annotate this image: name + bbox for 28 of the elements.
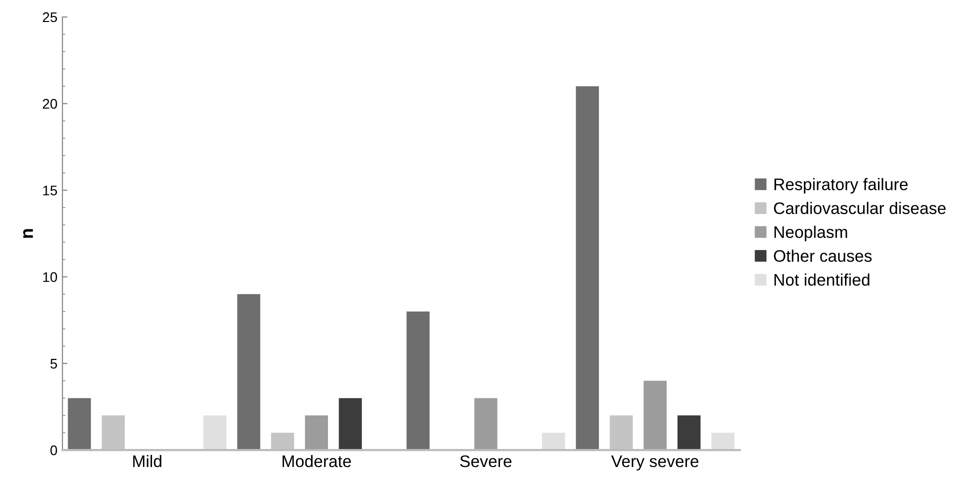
legend-label: Respiratory failure	[774, 178, 908, 194]
x-tick-label: Very severe	[611, 456, 698, 470]
bar	[711, 432, 734, 450]
legend-label: Other causes	[774, 250, 872, 262]
bar	[304, 415, 328, 450]
y-axis-title: n	[23, 229, 33, 238]
legend-label: Not identified	[774, 274, 870, 286]
bar	[203, 415, 226, 450]
y-tick-label: 5	[50, 358, 58, 369]
bar	[644, 380, 667, 450]
y-tick-label: 10	[43, 272, 58, 282]
bar	[237, 294, 260, 450]
bar	[474, 398, 498, 450]
bar	[677, 415, 701, 450]
bar	[406, 311, 430, 450]
y-tick-label: 15	[43, 186, 58, 196]
x-tick-label: Severe	[460, 455, 512, 468]
x-tick-label: Moderate	[282, 454, 351, 468]
bar	[338, 398, 362, 450]
legend-label: Cardiovascular disease	[774, 202, 946, 214]
x-tick-label: Mild	[133, 454, 162, 468]
y-tick-label: 25	[42, 12, 58, 22]
y-tick-label: 20	[42, 98, 58, 109]
bar	[542, 432, 566, 450]
legend-label: Neoplasm	[774, 226, 848, 242]
y-tick-label: 0	[50, 445, 58, 456]
bar	[576, 86, 599, 450]
bar	[68, 398, 91, 450]
